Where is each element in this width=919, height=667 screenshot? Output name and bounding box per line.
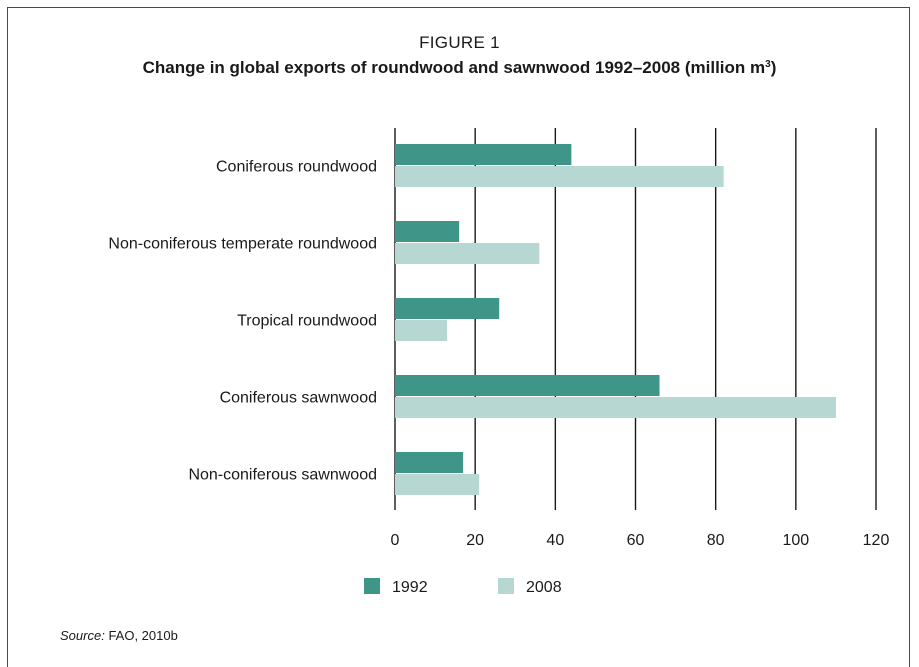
category-label: Coniferous sawnwood: [220, 390, 377, 407]
category-label: Tropical roundwood: [237, 313, 377, 330]
source-label: Source:: [60, 628, 105, 643]
bar-2008-4: [395, 474, 480, 495]
bar-1992-0: [395, 144, 572, 165]
bar-2008-2: [395, 320, 448, 341]
bar-1992-2: [395, 298, 500, 319]
category-label: Coniferous roundwood: [216, 159, 377, 176]
legend-label: 2008: [526, 579, 562, 596]
bar-2008-1: [395, 243, 540, 264]
bar-1992-1: [395, 221, 460, 242]
bar-1992-4: [395, 452, 464, 473]
source-note: Source: FAO, 2010b: [60, 628, 178, 643]
chart-title-end: ): [770, 58, 777, 77]
x-tick-label: 0: [391, 532, 400, 549]
source-text: FAO, 2010b: [108, 628, 178, 643]
figure-frame: [7, 7, 910, 667]
legend-label: 1992: [392, 579, 428, 596]
chart-title-superscript: 3: [765, 59, 771, 70]
x-tick-label: 100: [782, 532, 809, 549]
legend-swatch-2008: [498, 578, 514, 594]
bar-1992-3: [395, 375, 660, 396]
figure-label: FIGURE 1: [419, 33, 500, 52]
x-tick-label: 40: [546, 532, 564, 549]
chart-title-text: Change in global exports of roundwood an…: [142, 58, 766, 77]
category-label: Non-coniferous temperate roundwood: [108, 236, 377, 253]
chart-title: Change in global exports of roundwood an…: [0, 58, 919, 78]
x-tick-label: 120: [863, 532, 890, 549]
legend-swatch-1992: [364, 578, 380, 594]
x-tick-label: 20: [466, 532, 484, 549]
bar-2008-0: [395, 166, 724, 187]
bar-2008-3: [395, 397, 836, 418]
category-label: Non-coniferous sawnwood: [188, 467, 377, 484]
x-tick-label: 80: [707, 532, 725, 549]
x-tick-label: 60: [627, 532, 645, 549]
